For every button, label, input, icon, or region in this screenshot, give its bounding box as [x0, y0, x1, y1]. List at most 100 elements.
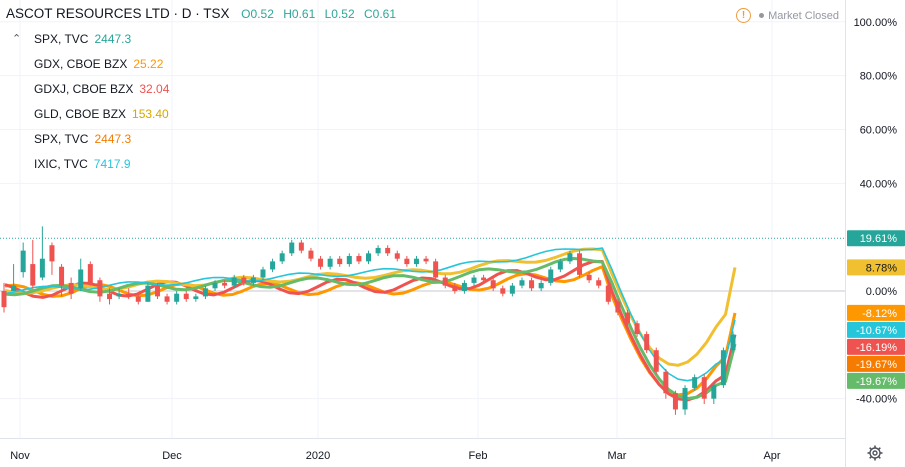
last-value-label: -16.19%: [847, 338, 905, 355]
candle: [241, 274, 247, 286]
candle: [193, 293, 199, 302]
candle: [461, 280, 467, 294]
candle: [270, 258, 276, 273]
candle: [107, 288, 113, 305]
legend-label: IXIC, TVC: [34, 157, 88, 171]
candle: [500, 285, 506, 297]
last-value-label: -8.12%: [847, 304, 905, 321]
candle: [385, 245, 391, 257]
y-tick-label: 0.00%: [866, 286, 897, 298]
last-value-label: -10.67%: [847, 321, 905, 338]
candle: [116, 288, 122, 300]
candle: [212, 280, 218, 291]
candle: [509, 282, 515, 297]
ohlc-open-key: O: [241, 7, 251, 21]
legend-value: 7417.9: [93, 157, 131, 171]
svg-text:8.78%: 8.78%: [866, 262, 897, 274]
y-tick-label: 80.00%: [860, 71, 898, 83]
candle: [692, 374, 698, 391]
candle: [442, 274, 448, 289]
candle: [174, 291, 180, 305]
x-tick-label: Apr: [763, 450, 780, 462]
candle: [231, 274, 237, 289]
ixic-line: [4, 247, 736, 382]
market-status[interactable]: ! Market Closed: [736, 8, 839, 23]
spx-compare-line: [4, 257, 737, 400]
candle: [519, 277, 525, 289]
ohlc-low-value: 0.52: [331, 7, 355, 21]
candle: [711, 382, 717, 405]
candle: [145, 282, 151, 302]
status-dot-icon: [759, 13, 765, 18]
candle: [586, 272, 592, 283]
candle: [250, 274, 256, 286]
y-tick-label: -40.00%: [856, 394, 897, 406]
x-tick-label: Feb: [469, 450, 488, 462]
candle: [529, 277, 535, 291]
candle: [548, 266, 554, 286]
candle: [394, 250, 400, 262]
candle: [644, 331, 650, 353]
candle: [11, 264, 17, 291]
x-tick-label: Dec: [162, 450, 182, 462]
last-value-label: 8.78%: [847, 259, 905, 276]
legend-item-ixic[interactable]: IXIC, TVC 7417.9: [12, 157, 169, 182]
time-axis[interactable]: [0, 438, 845, 467]
candle: [624, 309, 630, 326]
series-legend: ⌃ SPX, TVC 2447.3 GDX, CBOE BZX 25.22 GD…: [12, 32, 169, 182]
market-status-label: Market Closed: [768, 9, 839, 22]
candle: [202, 285, 208, 300]
candle: [452, 282, 458, 294]
gear-icon[interactable]: [867, 445, 883, 461]
legend-item-spx[interactable]: ⌃ SPX, TVC 2447.3: [12, 32, 169, 57]
candle: [49, 242, 55, 275]
candle: [308, 247, 314, 262]
svg-text:-16.19%: -16.19%: [856, 342, 897, 354]
legend-label: GDX, CBOE BZX: [34, 57, 128, 71]
legend-item-gdxj[interactable]: GDXJ, CBOE BZX 32.04: [12, 82, 169, 107]
legend-label: GLD, CBOE BZX: [34, 107, 127, 121]
legend-value: 2447.3: [94, 32, 132, 46]
x-tick-label: 2020: [306, 450, 330, 462]
legend-item-gdx[interactable]: GDX, CBOE BZX 25.22: [12, 57, 169, 82]
ohlc-high-value: 0.61: [291, 7, 316, 21]
y-tick-label: 100.00%: [854, 17, 898, 29]
ohlc-close-key: C: [363, 7, 373, 21]
collapse-legend-icon[interactable]: ⌃: [12, 33, 22, 45]
candle: [653, 347, 659, 375]
y-tick-label: 60.00%: [860, 124, 898, 136]
candle: [126, 288, 132, 300]
candle: [289, 239, 295, 257]
chart-header: ASCOT RESOURCES LTD · D · TSX O0.52 H0.6…: [6, 6, 402, 21]
warning-icon[interactable]: !: [736, 8, 752, 23]
legend-value: 32.04: [139, 82, 170, 96]
legend-label: GDXJ, CBOE BZX: [34, 82, 134, 96]
x-tick-label: Nov: [10, 450, 30, 462]
candle: [605, 282, 611, 305]
legend-item-spx-2[interactable]: SPX, TVC 2447.3: [12, 132, 169, 157]
candle: [634, 320, 640, 337]
candle: [682, 385, 688, 415]
candle: [87, 261, 93, 286]
candle: [701, 374, 707, 405]
candle: [356, 253, 362, 265]
candle: [78, 258, 84, 291]
legend-item-gld[interactable]: GLD, CBOE BZX 153.40: [12, 107, 169, 132]
candle: [97, 277, 103, 302]
ohlc-open-value: 0.52: [250, 7, 274, 21]
ohlc-high-key: H: [283, 7, 292, 21]
candle: [720, 347, 726, 388]
candle: [596, 277, 602, 289]
candle: [30, 239, 36, 289]
ohlc-low-key: L: [324, 7, 332, 21]
candle: [183, 291, 189, 302]
candle: [423, 256, 429, 265]
svg-text:-10.67%: -10.67%: [856, 325, 897, 337]
svg-text:19.61%: 19.61%: [860, 233, 898, 245]
last-value-label: 19.61%: [847, 230, 905, 247]
candle: [222, 280, 228, 289]
candle: [279, 250, 285, 265]
candle: [154, 282, 160, 300]
candle: [337, 256, 343, 267]
